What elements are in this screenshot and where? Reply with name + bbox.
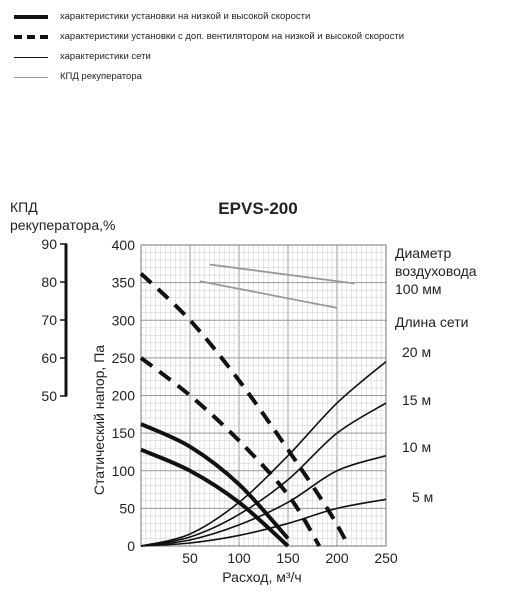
- duct-diameter-label-line1: Диаметр: [395, 245, 451, 261]
- chart-title: EPVS-200: [218, 199, 297, 218]
- legend-label: характеристики сети: [60, 51, 151, 62]
- series-group: [139, 263, 387, 548]
- series-fan-boost-line: [139, 356, 322, 548]
- series-fan-line: [140, 422, 290, 540]
- series-efficiency-line: [199, 280, 338, 309]
- legend-swatch-thick-solid: [14, 15, 48, 19]
- series-fan-boost-line: [139, 272, 351, 547]
- y-tick-label: 400: [112, 237, 136, 253]
- y2-tick-label: 90: [41, 236, 57, 252]
- duct-diameter-label-line2: воздуховода: [395, 263, 477, 279]
- legend-item-fan: характеристики установки на низкой и выс…: [14, 10, 524, 26]
- x-tick-label: 150: [276, 550, 300, 566]
- network-length-10m: 10 м: [402, 439, 431, 455]
- y-tick-label: 0: [127, 538, 135, 554]
- legend-swatch-thin-solid: [14, 57, 48, 58]
- network-length-5m: 5 м: [412, 489, 433, 505]
- legend-swatch-thick-dashed: [14, 35, 48, 39]
- legend-item-network: характеристики сети: [14, 50, 524, 66]
- x-tick-label: 50: [182, 550, 198, 566]
- y2-tick-label: 80: [41, 274, 57, 290]
- y-tick-label: 50: [119, 500, 135, 516]
- legend-label: характеристики установки с доп. вентилят…: [60, 31, 404, 42]
- legend-label: КПД рекуператора: [60, 71, 142, 82]
- series-network-line: [140, 361, 387, 547]
- y2-axis-label-line1: КПД: [10, 199, 38, 215]
- axes: 0 50 100 150 200 250 300 350 400 50 100 150 200 250 50…: [41, 236, 397, 566]
- grid: [140, 244, 387, 547]
- y-tick-label: 200: [112, 388, 136, 404]
- x-tick-label: 100: [227, 550, 251, 566]
- y-tick-label: 100: [112, 463, 136, 479]
- duct-diameter-value: 100 мм: [395, 281, 442, 297]
- x-tick-label: 200: [325, 550, 349, 566]
- series-network-line: [140, 498, 387, 547]
- network-length-20m: 20 м: [402, 344, 431, 360]
- y-tick-label: 150: [112, 425, 136, 441]
- network-length-15m: 15 м: [402, 392, 431, 408]
- y2-tick-label: 70: [41, 312, 57, 328]
- y-axis-label: Статический напор, Па: [91, 345, 107, 495]
- x-axis-label: Расход, м³/ч: [222, 569, 301, 585]
- y-tick-label: 300: [112, 312, 136, 328]
- series-network-line: [140, 402, 387, 547]
- legend-swatch-thin-gray: [14, 77, 48, 78]
- legend-item-fan-boost: характеристики установки с доп. вентилят…: [14, 30, 524, 46]
- y2-axis-label-line2: рекуператора,%: [10, 217, 115, 233]
- plot-frame: [140, 244, 387, 547]
- legend-label: характеристики установки на низкой и выс…: [60, 11, 311, 22]
- legend-item-efficiency: КПД рекуператора: [14, 70, 524, 86]
- y-tick-label: 350: [112, 275, 136, 291]
- y2-tick-label: 60: [41, 350, 57, 366]
- series-network-line: [140, 454, 387, 547]
- network-length-label: Длина сети: [395, 314, 468, 330]
- x-tick-label: 250: [374, 550, 398, 566]
- y2-tick-label: 50: [41, 388, 57, 404]
- y-tick-label: 250: [112, 350, 136, 366]
- series-efficiency-line: [209, 263, 355, 285]
